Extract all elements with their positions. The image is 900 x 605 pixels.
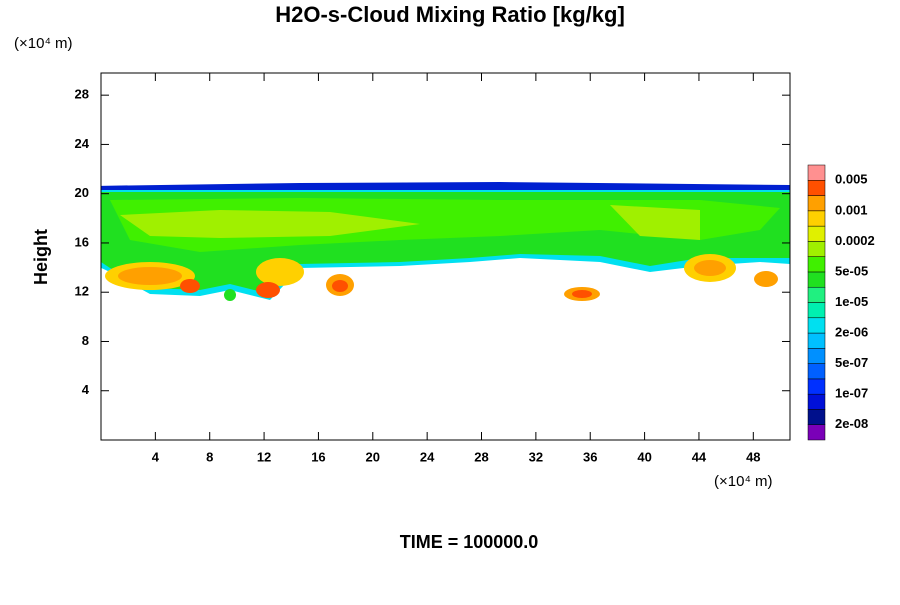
colorbar-swatch: [807, 332, 826, 349]
colorbar-swatch: [807, 210, 826, 227]
colorbar-swatch: [807, 164, 826, 181]
colorbar-swatch: [807, 348, 826, 364]
y-tick-label: 12: [75, 284, 89, 299]
colorbar-label: 0.0002: [835, 233, 875, 248]
contour-field: [101, 182, 790, 301]
colorbar-swatch: [807, 195, 826, 212]
y-tick-label: 28: [75, 87, 89, 102]
colorbar-label: 2e-08: [835, 416, 868, 431]
colorbar-swatch: [807, 317, 826, 334]
colorbar-swatch: [807, 180, 826, 196]
x-tick-label: 20: [366, 449, 380, 464]
colorbar-swatch: [807, 286, 826, 303]
colorbar-label: 0.001: [835, 202, 868, 217]
x-tick-label: 28: [474, 449, 488, 464]
x-tick-label: 4: [152, 449, 160, 464]
y-axis-label: Height: [31, 229, 51, 285]
colorbar-label: 1e-05: [835, 294, 868, 309]
colorbar-swatch: [807, 302, 826, 319]
colorbar-swatch: [807, 424, 826, 441]
colorbar-label: 1e-07: [835, 386, 868, 401]
colorbar-swatch: [807, 393, 826, 410]
y-tick-label: 20: [75, 185, 89, 200]
x-unit: (×10⁴ m): [714, 473, 773, 490]
colorbar-label: 5e-07: [835, 355, 868, 370]
x-tick-label: 12: [257, 449, 271, 464]
colorbar-label: 5e-05: [835, 263, 868, 278]
colorbar-swatch: [807, 271, 826, 288]
colorbar-label: 2e-06: [835, 324, 868, 339]
x-tick-label: 8: [206, 449, 213, 464]
x-tick-label: 40: [637, 449, 651, 464]
y-tick-label: 8: [82, 333, 89, 348]
colorbar-swatch: [807, 409, 826, 425]
colorbar-swatch: [807, 225, 826, 242]
colorbar-swatch: [807, 363, 826, 380]
x-tick-label: 32: [529, 449, 543, 464]
x-tick-label: 48: [746, 449, 760, 464]
plot-frame: [100, 72, 791, 441]
y-unit: (×10⁴ m): [14, 35, 73, 52]
y-tick-label: 16: [75, 234, 89, 249]
x-tick-label: 16: [311, 449, 325, 464]
colorbar-swatch: [807, 256, 826, 273]
x-tick-label: 24: [420, 449, 435, 464]
x-tick-label: 36: [583, 449, 597, 464]
y-tick-label: 4: [82, 382, 90, 397]
x-tick-label: 44: [692, 449, 707, 464]
footer: TIME = 100000.0: [400, 532, 539, 552]
chart-title: H2O-s-Cloud Mixing Ratio [kg/kg]: [275, 2, 625, 27]
colorbar-label: 0.005: [835, 172, 868, 187]
colorbar-swatch: [807, 241, 826, 257]
colorbar-swatch: [807, 378, 826, 395]
y-tick-label: 24: [75, 136, 90, 151]
